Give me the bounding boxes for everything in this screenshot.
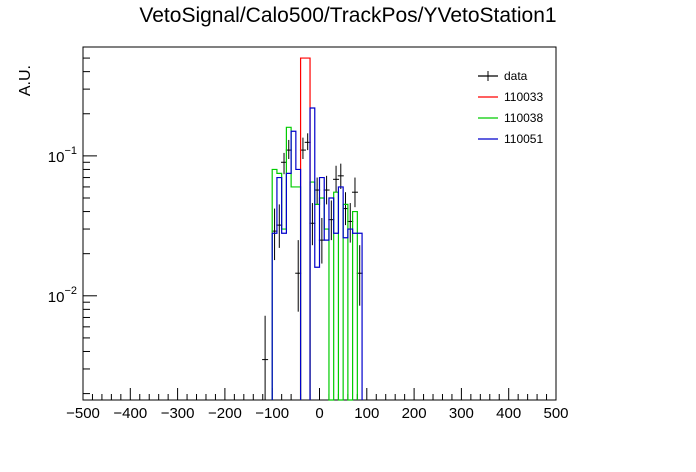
data-point [333,165,340,193]
legend-item-110038: 110038 [478,111,543,125]
x-tick-label: 500 [543,405,568,422]
series-data [262,133,363,400]
legend-item-data: data [478,69,528,83]
legend: data 110033 110038 110051 [478,69,543,146]
data-point [337,163,344,189]
x-tick-label: 100 [354,405,379,422]
histogram-outline [271,107,363,400]
x-tick-label: −400 [113,405,147,422]
x-axis: −500 −400 −300 −200 −100 0 100 200 300 400 500 [66,388,569,422]
series-110051 [271,107,363,400]
legend-label: 110038 [504,111,543,125]
histogram-outline [299,57,311,400]
legend-label: data [504,69,528,83]
x-tick-label: −100 [255,405,289,422]
y-tick-label: 10−2 [48,285,77,306]
data-point [351,177,358,208]
data-point [262,315,269,400]
x-tick-label: −500 [66,405,100,422]
x-tick-label: −200 [208,405,242,422]
chart-title: VetoSignal/Calo500/TrackPos/YVetoStation… [139,4,557,27]
x-tick-label: 300 [449,405,474,422]
x-tick-label: −300 [161,405,195,422]
y-tick-label: 10−1 [48,145,77,166]
y-axis-label: A.U. [17,65,34,96]
x-tick-label: 0 [315,405,323,422]
y-axis: 10−1 10−2 [48,57,97,395]
legend-item-110033: 110033 [478,90,543,104]
legend-item-110051: 110051 [478,132,543,146]
x-tick-label: 200 [402,405,427,422]
series-layer [262,57,363,401]
x-tick-label: 400 [496,405,521,422]
series-110033 [299,57,311,400]
legend-label: 110033 [504,90,543,104]
legend-label: 110051 [504,132,543,146]
